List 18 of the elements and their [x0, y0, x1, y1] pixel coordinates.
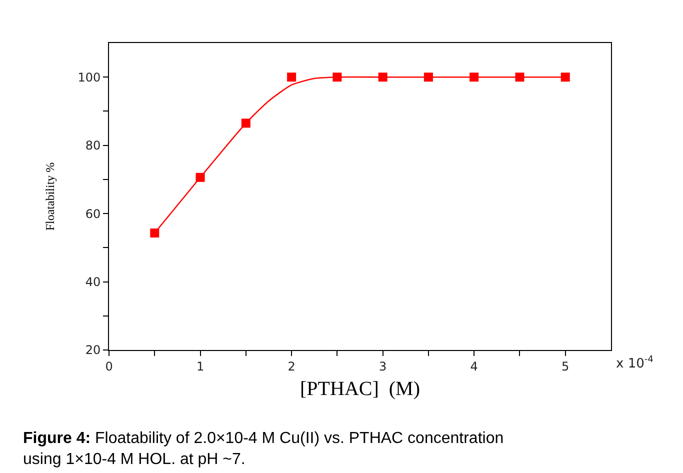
y-tick-label: 80	[85, 138, 101, 153]
x-tick-label: 0	[105, 359, 113, 374]
y-axis-title: Floatability %	[42, 162, 57, 231]
y-tick-label: 20	[85, 343, 101, 358]
x-tick-label: 3	[379, 359, 387, 374]
y-tick-label: 40	[85, 274, 101, 289]
y-tick-label: 60	[85, 206, 101, 221]
point	[560, 72, 570, 82]
x-axis-title: [PTHAC] (M)	[300, 378, 420, 400]
point	[150, 228, 160, 238]
y-tick-label: 100	[78, 70, 101, 84]
point	[287, 72, 296, 82]
x-tick-label: 1	[196, 359, 204, 374]
x-tick-label: 5	[562, 359, 570, 374]
text: x 10$^{-4}$	[616, 355, 654, 372]
x-tick-label: 4	[470, 359, 478, 374]
caption: Figure 4: Floatability of 2.0×10-4 M Cu(II) vs. PTHAC concentration using 1×10-4 M HOL. at pH ~7.	[23, 430, 504, 468]
x-tick-label: 2	[288, 359, 296, 374]
